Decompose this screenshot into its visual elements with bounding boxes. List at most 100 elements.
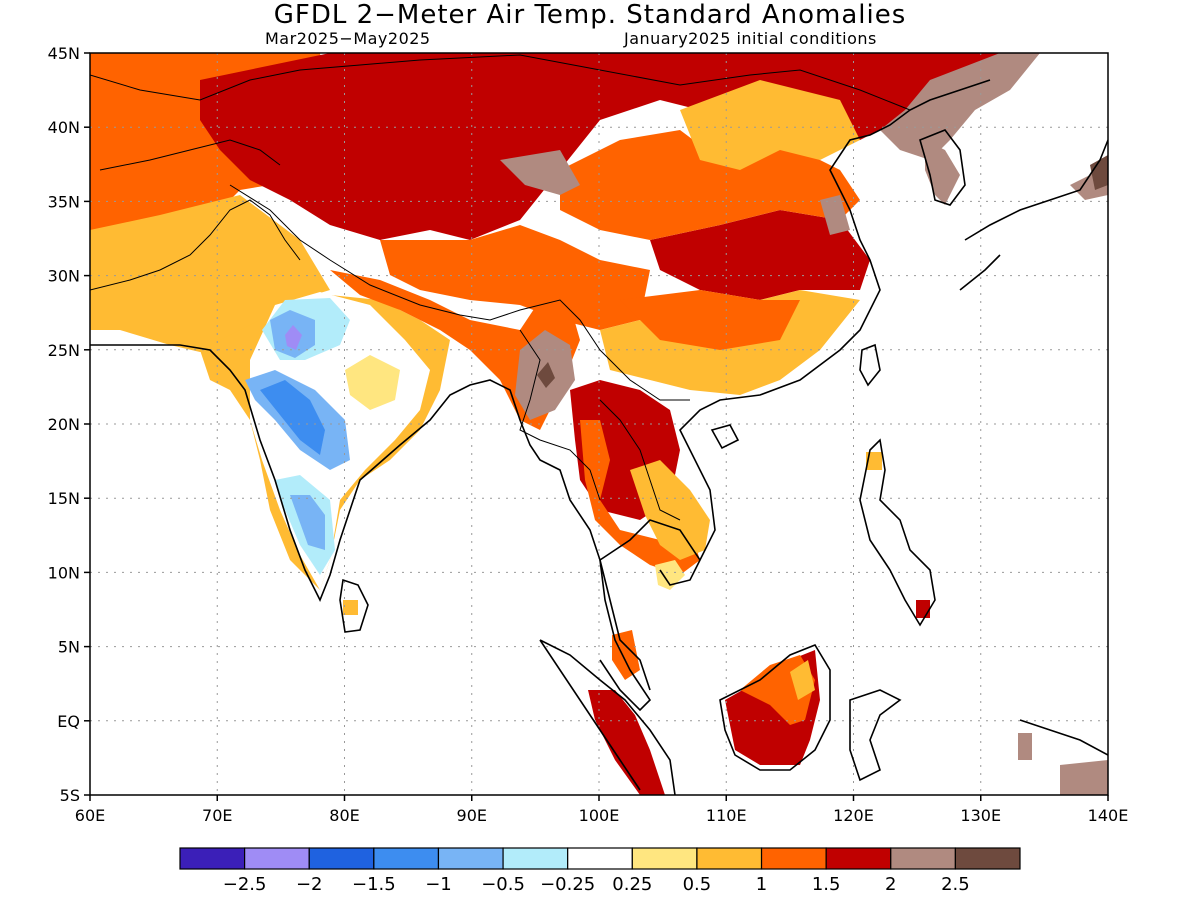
colorbar-label: −0.5 — [481, 874, 525, 895]
border-central-asia — [99, 139, 281, 171]
lat-label: 45N — [48, 44, 80, 63]
lat-label: 35N — [48, 192, 80, 211]
colorbar-swatch — [825, 847, 892, 870]
anomaly-region-india-core — [285, 325, 302, 350]
anomaly-region-srilanka-orange — [343, 600, 358, 615]
forecast-period: Mar2025−May2025 — [265, 29, 431, 48]
colorbar-label: −0.25 — [540, 874, 595, 895]
anomaly-region-tibet-orange — [380, 225, 650, 330]
colorbar-label: 2.5 — [941, 874, 970, 895]
lon-label: 60E — [75, 806, 105, 825]
anomaly-region-myanmar-darkbrown — [537, 362, 555, 388]
anomaly-region-manchuria-brown — [880, 53, 1040, 160]
anomaly-fields — [90, 53, 1108, 795]
anomaly-region-japan-darkbrown — [1090, 155, 1108, 190]
longitude-labels: 60E 70E 80E 90E 100E 110E 120E 130E 140E — [75, 795, 1129, 825]
border-indochina — [599, 399, 681, 521]
coastline-japan — [959, 139, 1108, 291]
lat-label: 15N — [48, 489, 80, 508]
lat-label: 5N — [58, 638, 80, 657]
colorbar-label: −2.5 — [223, 874, 267, 895]
border-pakistan — [90, 199, 301, 291]
colorbar-swatch — [437, 847, 504, 870]
anomaly-region-pakistan — [90, 195, 330, 352]
colorbar — [179, 847, 1021, 870]
anomaly-region-sumatra-red — [588, 690, 665, 795]
lon-label: 70E — [202, 806, 232, 825]
coastline-srilanka — [339, 578, 369, 633]
colorbar-swatch — [244, 847, 310, 870]
anomaly-region-philippines-yellow — [866, 452, 882, 470]
lat-label: 20N — [48, 415, 80, 434]
map-title: GFDL 2−Meter Air Temp. Standard Anomalie… — [273, 0, 907, 30]
colorbar-label: 1.5 — [812, 874, 841, 895]
anomaly-region-china-lightorange — [680, 80, 860, 170]
lon-label: 100E — [579, 806, 620, 825]
colorbar-labels: −2.5 −2 −1.5 −1 −0.5 −0.25 0.25 0.5 1 1.5 2 2.5 — [223, 874, 970, 895]
colorbar-swatch — [567, 847, 633, 870]
coastline-indochina — [599, 79, 991, 586]
anomaly-region-east-china-brown — [820, 195, 850, 235]
lon-label: 110E — [706, 806, 747, 825]
colorbar-swatch — [179, 847, 246, 870]
colorbar-label: 2 — [885, 874, 896, 895]
anomaly-region-indochina-orange — [580, 420, 700, 575]
coastline-sulawesi — [849, 689, 902, 782]
lat-label: 30N — [48, 267, 80, 286]
initial-conditions: January2025 initial conditions — [624, 29, 877, 48]
anomaly-region-peninsula-orange — [612, 630, 640, 680]
colorbar-label: −1 — [425, 874, 452, 895]
anomaly-region-india-south-blue2 — [290, 495, 325, 550]
lat-label: 5S — [60, 786, 80, 805]
latitude-labels: 45N 40N 35N 30N 25N 20N 15N 10N 5N EQ 5S — [48, 44, 90, 805]
coastline-hainan — [710, 424, 740, 450]
colorbar-label: 0.25 — [612, 874, 652, 895]
colorbar-label: 1 — [756, 874, 767, 895]
colorbar-swatch — [308, 847, 375, 870]
anomaly-region-east-china-red — [650, 210, 870, 300]
lon-label: 130E — [960, 806, 1001, 825]
coastline-sumatra — [539, 639, 676, 795]
lon-label: 140E — [1088, 806, 1129, 825]
lat-label: 10N — [48, 563, 80, 582]
border-north — [90, 54, 911, 111]
colorbar-swatch — [760, 847, 827, 870]
lon-label: 90E — [457, 806, 487, 825]
anomaly-region-philippines-red — [916, 600, 930, 618]
coastline-korea — [919, 129, 966, 206]
colorbar-label: 0.5 — [683, 874, 712, 895]
coastline-malay-peninsula — [599, 559, 651, 691]
colorbar-label: −2 — [296, 874, 323, 895]
colorbar-swatch — [696, 847, 763, 870]
anomaly-region-vietnam-lightorange — [630, 460, 710, 560]
colorbar-label: −1.5 — [352, 874, 396, 895]
colorbar-swatch — [954, 847, 1021, 870]
coastlines — [90, 79, 1108, 795]
anomaly-region-korea-brown — [925, 140, 960, 205]
lon-label: 120E — [833, 806, 874, 825]
colorbar-swatch — [373, 847, 440, 870]
coastline-taiwan — [859, 343, 881, 387]
anomaly-region-central-india-yellow — [345, 355, 400, 410]
anomaly-region-india-west-darkblue — [260, 380, 325, 455]
anomaly-region-tibet-brown — [500, 150, 580, 195]
coastline-india — [90, 344, 652, 712]
coastline-philippines — [859, 438, 936, 627]
border-myanmar — [519, 329, 601, 501]
coastline-borneo — [719, 644, 831, 771]
anomaly-region-borneo-lightorange — [790, 660, 815, 700]
anomaly-region-moluccas-brown — [1018, 733, 1032, 760]
colorbar-swatch — [890, 847, 956, 870]
country-borders — [90, 54, 911, 521]
colorbar-swatch — [502, 847, 569, 870]
lon-label: 80E — [329, 806, 359, 825]
anomaly-region-south-china-red — [620, 290, 800, 350]
lat-label: EQ — [57, 712, 80, 731]
anomaly-region-north-red — [200, 53, 760, 240]
anomaly-region-papua-brown — [1060, 760, 1108, 795]
colorbar-swatch — [631, 847, 698, 870]
border-himalaya — [229, 184, 690, 401]
lat-label: 25N — [48, 341, 80, 360]
anomaly-region-china-orange — [560, 130, 860, 240]
lat-label: 40N — [48, 118, 80, 137]
